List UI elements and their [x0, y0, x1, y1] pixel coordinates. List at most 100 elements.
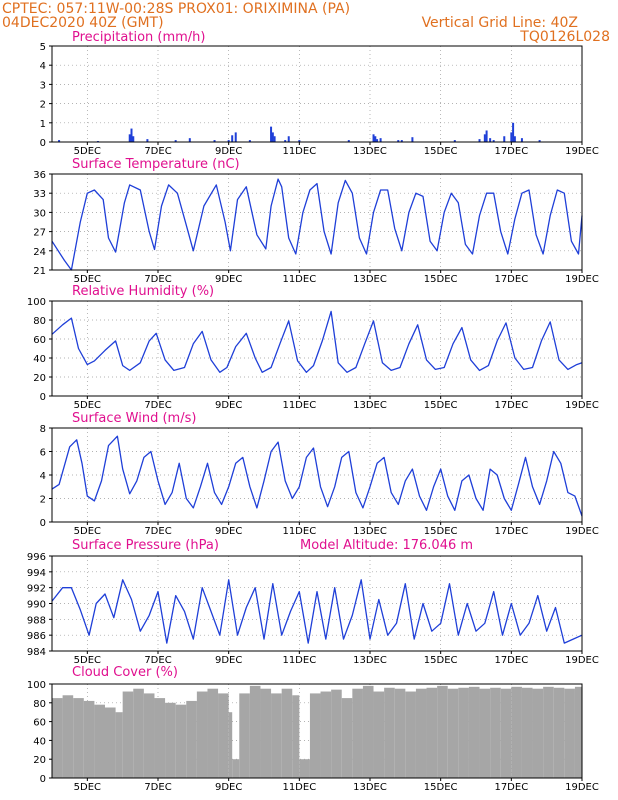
cloud-ytick-label: 60: [33, 718, 46, 729]
precip-bar: [372, 134, 375, 142]
temp-ytick-label: 33: [33, 189, 46, 200]
precip-bar: [485, 130, 488, 142]
precip-bar: [248, 140, 251, 142]
temp-frame: [51, 173, 583, 271]
cloud-cover-bar: [309, 693, 321, 778]
cloud-cover-bar: [405, 691, 416, 778]
rh-xtick-label: 15DEC: [424, 400, 458, 411]
rh-frame-top: [51, 300, 583, 397]
precip-bar: [188, 138, 191, 142]
wind-xtick-label: 17DEC: [494, 526, 528, 537]
precip-ytick-label: 4: [40, 61, 46, 72]
precip-xtick-label: 7DEC: [144, 146, 171, 157]
precip-xtick-label: 5DEC: [74, 146, 101, 157]
precipitation-title: Precipitation (mm/h): [72, 30, 205, 45]
surface-temperature-panel: Surface Temperature (nC) 21 24 27 30 33 36 5DE…: [33, 157, 599, 285]
precip-bar: [130, 128, 133, 142]
cloud-cover-bar: [490, 687, 501, 778]
wind-xtick-label: 5DEC: [74, 526, 101, 537]
precip-bar: [400, 140, 403, 142]
relative-humidity-title: Relative Humidity (%): [72, 284, 214, 299]
precip-bar: [287, 136, 290, 142]
precip-bar: [284, 140, 287, 142]
precip-bar: [347, 140, 350, 142]
temp-ytick-label: 30: [33, 208, 46, 219]
precip-xtick-label: 9DEC: [215, 146, 242, 157]
temp-xtick-label: 13DEC: [353, 274, 387, 285]
precip-ytick-label: 3: [40, 80, 46, 91]
temp-frame-top: [51, 173, 583, 271]
cloud-cover-bar: [143, 693, 155, 778]
temp-ytick-label: 24: [33, 247, 46, 258]
rh-xtick-label: 5DEC: [74, 400, 101, 411]
cloud-xtick-label: 5DEC: [74, 782, 101, 793]
pres-ytick-label: 984: [27, 647, 46, 658]
cloud-cover-bar: [415, 688, 427, 778]
cloud-cover-bar: [543, 686, 554, 778]
rh-ytick-label: 80: [33, 316, 46, 327]
cloud-cover-bar: [458, 687, 469, 778]
wind-ytick-label: 6: [40, 448, 46, 459]
rh-frame: [51, 300, 583, 397]
cloud-xtick-label: 7DEC: [144, 782, 171, 793]
cloud-cover-bar: [521, 687, 533, 778]
cloud-xtick-label: 11DEC: [282, 782, 316, 793]
cloud-xtick-label: 15DEC: [424, 782, 458, 793]
wind-ytick-label: 8: [40, 424, 46, 435]
cloud-cover-bar: [292, 695, 300, 778]
pres-xtick-label: 19DEC: [565, 655, 599, 666]
wind-ytick-label: 4: [40, 471, 46, 482]
pres-xtick-label: 5DEC: [74, 655, 101, 666]
rh-ytick-label: 40: [33, 354, 46, 365]
cloud-cover-bar: [564, 688, 575, 778]
header-station-line: CPTEC: 057:11W-00:28S PROX01: ORIXIMINA …: [2, 1, 350, 17]
cloud-cover-bar: [133, 688, 144, 778]
cloud-cover-bar: [62, 695, 74, 778]
cloud-cover-bar: [186, 700, 197, 778]
temp-ytick-label: 36: [33, 170, 46, 181]
cloud-cover-bar: [341, 698, 353, 778]
precip-bar: [478, 139, 481, 142]
precip-bar: [503, 136, 506, 142]
rh-xtick-label: 11DEC: [282, 400, 316, 411]
precip-frame-top: [51, 45, 583, 143]
relative-humidity-panel: Relative Humidity (%) 0 20 40 60 80 100 5DEC 7D…: [27, 284, 599, 411]
temp-ytick-label: 27: [33, 228, 46, 239]
cloud-cover-bar: [468, 686, 480, 778]
rh-ytick-label: 20: [33, 373, 46, 384]
cloud-ytick-label: 40: [33, 736, 46, 747]
cloud-cover-bar: [196, 691, 208, 778]
precip-bar: [298, 140, 301, 142]
rh-ytick-label: 100: [27, 297, 46, 308]
header-date: 04DEC2020 40Z (GMT): [2, 15, 164, 31]
temp-xtick-label: 9DEC: [215, 274, 242, 285]
cloud-cover-bar: [437, 685, 448, 778]
precip-bar: [453, 140, 456, 142]
precip-xtick-label: 19DEC: [565, 146, 599, 157]
pres-ytick-label: 988: [27, 615, 46, 626]
temp-xtick-label: 5DEC: [74, 274, 101, 285]
cloud-cover-bar: [165, 702, 176, 778]
cloud-cover-bar: [94, 704, 105, 778]
cloud-cover-bar: [352, 688, 363, 778]
cloud-cover-bar: [175, 704, 187, 778]
header-vertical-grid-line: Vertical Grid Line: 40Z: [422, 15, 578, 31]
temp-xtick-label: 19DEC: [565, 274, 599, 285]
precip-bar: [397, 140, 400, 142]
surface-pressure-panel: Surface Pressure (hPa) Model Altitude: 1…: [27, 538, 599, 666]
precip-xtick-label: 13DEC: [353, 146, 387, 157]
wind-frame-top: [51, 427, 583, 523]
wind-series-line: [51, 435, 583, 517]
surface-pressure-title: Surface Pressure (hPa): [72, 538, 219, 553]
precip-bar: [58, 140, 61, 142]
cloud-cover-bar: [105, 707, 116, 778]
wind-ytick-label: 0: [40, 518, 46, 529]
pres-ytick-label: 992: [27, 584, 46, 595]
cloud-cover-bar: [260, 688, 272, 778]
pres-series-line: [51, 579, 583, 644]
surface-temperature-title: Surface Temperature (nC): [72, 157, 240, 172]
precip-ytick-label: 2: [40, 100, 46, 111]
pres-xtick-label: 7DEC: [144, 655, 171, 666]
precip-ytick-label: 1: [40, 119, 46, 130]
cloud-cover-bar: [574, 686, 582, 778]
